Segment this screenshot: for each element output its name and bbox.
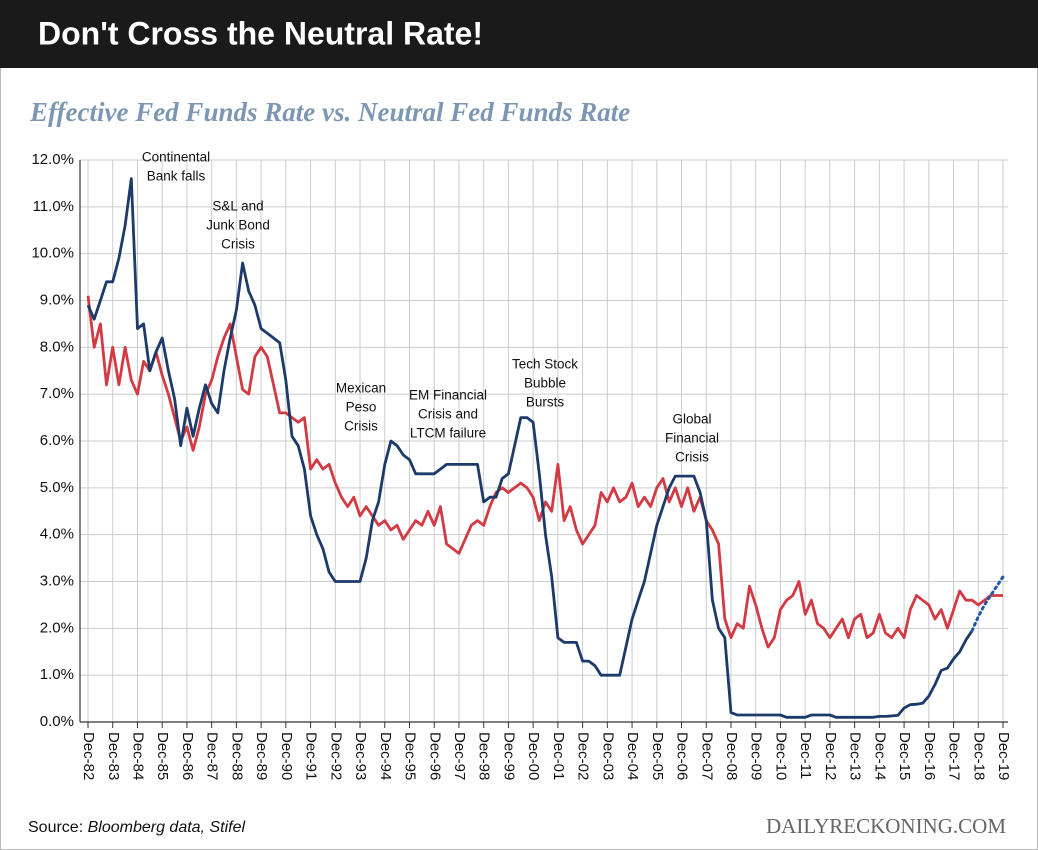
y-tick-label: 9.0%	[40, 291, 74, 308]
series-line	[970, 575, 1005, 633]
x-tick-label: Dec-87	[204, 732, 221, 780]
x-tick-label: Dec-95	[402, 732, 419, 780]
source: Source: Bloomberg data, Stifel	[28, 819, 245, 836]
x-tick-label: Dec-13	[847, 732, 864, 780]
x-tick-label: Dec-16	[921, 732, 938, 780]
y-tick-label: 11.0%	[33, 198, 74, 215]
chart-subtitle: Effective Fed Funds Rate vs. Neutral Fed…	[29, 97, 630, 127]
annotation: Crisis and	[418, 407, 478, 422]
source-text: Bloomberg data, Stifel	[88, 819, 246, 836]
annotation: EM Financial	[409, 388, 487, 403]
x-tick-label: Dec-83	[105, 732, 122, 780]
annotation: Crisis	[675, 450, 709, 465]
annotation: Peso	[346, 400, 377, 415]
header-bar	[0, 0, 1038, 68]
x-tick-label: Dec-88	[228, 732, 245, 780]
x-tick-label: Dec-82	[80, 732, 97, 780]
x-tick-label: Dec-06	[674, 732, 691, 780]
y-tick-label: 1.0%	[40, 666, 74, 683]
y-tick-label: 0.0%	[40, 713, 74, 730]
x-tick-label: Dec-03	[599, 732, 616, 780]
x-tick-label: Dec-94	[377, 732, 394, 780]
annotation: Crisis	[221, 237, 255, 252]
annotation: Bubble	[524, 376, 566, 391]
source-prefix: Source:	[28, 819, 83, 836]
x-tick-label: Dec-05	[649, 732, 666, 780]
y-tick-label: 3.0%	[40, 572, 74, 589]
annotation: Tech Stock	[512, 357, 578, 372]
y-tick-label: 8.0%	[40, 338, 74, 355]
series-line	[86, 177, 974, 719]
x-tick-label: Dec-99	[500, 732, 517, 780]
x-tick-label: Dec-90	[278, 732, 295, 780]
x-tick-label: Dec-97	[451, 732, 468, 780]
y-tick-label: 12.0%	[31, 151, 74, 168]
x-tick-label: Dec-84	[129, 732, 146, 780]
x-tick-label: Dec-85	[154, 732, 171, 780]
x-tick-label: Dec-98	[476, 732, 493, 780]
x-tick-label: Dec-02	[575, 732, 592, 780]
annotation: LTCM failure	[410, 426, 486, 441]
x-tick-label: Dec-12	[822, 732, 839, 780]
annotation: Financial	[665, 431, 719, 446]
x-tick-label: Dec-01	[550, 732, 567, 780]
series-line	[86, 295, 1003, 649]
credit: DAILYRECKONING.COM	[766, 814, 1006, 838]
x-tick-label: Dec-08	[723, 732, 740, 780]
x-tick-label: Dec-10	[772, 732, 789, 780]
annotation: Crisis	[344, 419, 378, 434]
x-tick-label: Dec-04	[624, 732, 641, 780]
x-tick-label: Dec-07	[698, 732, 715, 780]
x-tick-label: Dec-19	[995, 732, 1012, 780]
annotation: Continental	[142, 150, 210, 165]
x-tick-label: Dec-91	[303, 732, 320, 780]
x-tick-label: Dec-17	[946, 732, 963, 780]
x-tick-label: Dec-93	[352, 732, 369, 780]
y-tick-label: 7.0%	[40, 385, 74, 402]
y-tick-label: 4.0%	[40, 526, 74, 543]
annotation: Junk Bond	[206, 218, 270, 233]
x-tick-label: Dec-86	[179, 732, 196, 780]
chart-title: Don't Cross the Neutral Rate!	[38, 15, 483, 51]
x-tick-label: Dec-15	[896, 732, 913, 780]
x-tick-label: Dec-11	[797, 732, 814, 779]
annotation: Bursts	[526, 395, 565, 410]
y-tick-label: 2.0%	[40, 619, 74, 636]
annotation: Bank falls	[147, 169, 206, 184]
x-tick-label: Dec-96	[426, 732, 443, 780]
y-tick-label: 5.0%	[40, 479, 74, 496]
x-tick-label: Dec-14	[871, 732, 888, 780]
annotation: S&L and	[212, 199, 263, 214]
x-tick-label: Dec-09	[748, 732, 765, 780]
annotation: Mexican	[336, 381, 386, 396]
y-tick-label: 10.0%	[31, 245, 74, 262]
x-tick-label: Dec-00	[525, 732, 542, 780]
x-tick-label: Dec-89	[253, 732, 270, 780]
annotation: Global	[672, 412, 711, 427]
x-tick-label: Dec-18	[970, 732, 987, 780]
x-tick-label: Dec-92	[327, 732, 344, 780]
y-tick-label: 6.0%	[40, 432, 74, 449]
